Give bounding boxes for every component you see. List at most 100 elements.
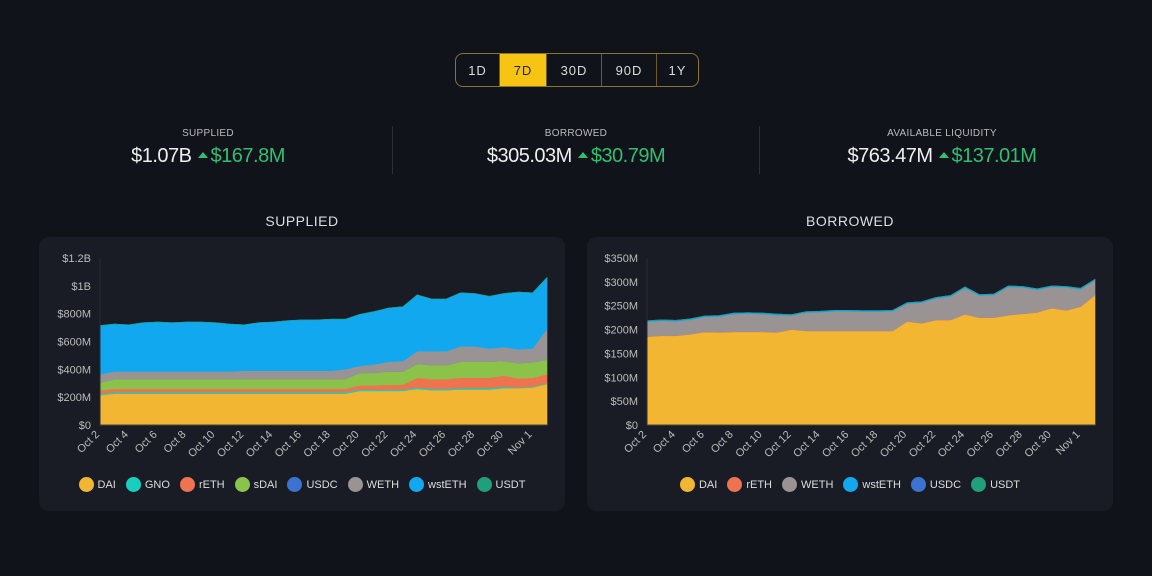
- legend-item-usdt[interactable]: USDT: [476, 477, 526, 492]
- legend-swatch: [287, 477, 303, 492]
- divider: [759, 126, 760, 174]
- x-tick-label: Oct 28: [993, 429, 1024, 460]
- legend-label: USDT: [990, 478, 1021, 491]
- legend-swatch: [727, 477, 743, 492]
- legend-swatch: [125, 477, 141, 492]
- x-tick-label: Oct 18: [849, 429, 880, 460]
- legend-item-usdc[interactable]: USDC: [910, 477, 962, 492]
- x-tick-label: Oct 26: [417, 429, 448, 460]
- stat-change: $137.01M: [951, 145, 1037, 167]
- x-tick-label: Oct 6: [680, 429, 707, 456]
- supplied-legend: DAI GNO rETH sDAI USDC WETH wstETH USDT: [39, 477, 565, 492]
- y-tick-label: $50M: [610, 396, 638, 408]
- stat-label: SUPPLIED: [182, 128, 234, 139]
- y-tick-label: $300M: [604, 277, 638, 289]
- time-range-selector: 1D 7D 30D 90D 1Y: [455, 53, 699, 87]
- arrow-up-icon: [577, 152, 588, 158]
- x-tick-label: Oct 16: [273, 429, 304, 460]
- legend-label: USDC: [929, 478, 962, 491]
- x-tick-label: Oct 28: [446, 429, 477, 460]
- legend-swatch: [347, 477, 363, 492]
- y-tick-label: $1.2B: [62, 253, 91, 265]
- legend-item-usdc[interactable]: USDC: [287, 477, 338, 492]
- x-tick-label: Nov 1: [1054, 429, 1083, 458]
- tab-1y[interactable]: 1Y: [656, 54, 698, 86]
- legend-label: GNO: [144, 478, 170, 491]
- legend-label: sDAI: [253, 478, 278, 491]
- legend-swatch: [679, 477, 695, 492]
- x-tick-label: Oct 12: [762, 429, 793, 460]
- legend-item-wsteth[interactable]: wstETH: [409, 477, 467, 492]
- legend-swatch: [843, 477, 859, 492]
- tab-7d[interactable]: 7D: [499, 54, 546, 86]
- legend-label: WETH: [801, 478, 834, 491]
- x-tick-label: Oct 14: [791, 429, 822, 460]
- stat-value: $305.03M: [486, 145, 572, 167]
- tab-30d[interactable]: 30D: [546, 54, 601, 86]
- x-tick-label: Oct 10: [733, 429, 764, 460]
- y-tick-label: $150M: [604, 348, 638, 360]
- legend-item-reth[interactable]: rETH: [179, 477, 225, 492]
- borrowed-legend: DAI rETH WETH wstETH USDC USDT: [587, 477, 1113, 492]
- legend-swatch: [78, 477, 94, 492]
- legend-item-wsteth[interactable]: wstETH: [843, 477, 901, 492]
- legend-swatch: [179, 477, 195, 492]
- stat-change: $167.8M: [210, 145, 286, 167]
- y-tick-label: $0: [626, 420, 638, 432]
- x-tick-label: Oct 14: [244, 429, 275, 460]
- legend-item-gno[interactable]: GNO: [125, 477, 170, 492]
- x-tick-label: Oct 8: [162, 429, 189, 456]
- x-tick-label: Nov 1: [506, 429, 535, 458]
- legend-item-weth[interactable]: WETH: [347, 477, 399, 492]
- y-tick-label: $350M: [604, 253, 638, 265]
- x-tick-label: Oct 2: [622, 429, 649, 456]
- y-tick-label: $1B: [71, 281, 91, 293]
- y-tick-label: $0: [79, 420, 91, 432]
- legend-label: wstETH: [862, 478, 901, 491]
- legend-item-reth[interactable]: rETH: [727, 477, 772, 492]
- x-tick-label: Oct 22: [359, 429, 390, 460]
- legend-label: USDT: [495, 478, 526, 491]
- arrow-up-icon: [197, 152, 208, 158]
- legend-item-dai[interactable]: DAI: [679, 477, 718, 492]
- y-tick-label: $600M: [57, 337, 91, 349]
- legend-label: DAI: [698, 478, 718, 491]
- tab-90d[interactable]: 90D: [601, 54, 656, 86]
- x-tick-label: Oct 22: [907, 429, 938, 460]
- x-tick-label: Oct 20: [878, 429, 909, 460]
- legend-swatch: [910, 477, 926, 492]
- borrowed-chart: $0 $50M $100M $150M $200M $250M $300M $350M Oct …: [604, 253, 1096, 460]
- legend-swatch: [234, 477, 250, 492]
- chart-title-supplied: SUPPLIED: [265, 213, 339, 229]
- x-tick-label: Oct 8: [709, 429, 736, 456]
- y-tick-label: $200M: [604, 325, 638, 337]
- tab-1d[interactable]: 1D: [468, 62, 487, 78]
- x-tick-label: Oct 30: [474, 429, 505, 460]
- stat-change: $30.79M: [590, 145, 666, 167]
- y-tick-label: $100M: [604, 372, 638, 384]
- stat-label: AVAILABLE LIQUIDITY: [887, 128, 997, 139]
- supplied-chart-card: $0 $200M $400M $600M $800M $1B $1.2B Oct 2 Oct 4…: [39, 237, 565, 511]
- stat-label: BORROWED: [544, 128, 608, 139]
- legend-label: rETH: [746, 478, 772, 491]
- legend-item-usdt[interactable]: USDT: [971, 477, 1020, 492]
- legend-item-sdai[interactable]: sDAI: [234, 477, 278, 492]
- legend-swatch: [971, 477, 987, 492]
- x-tick-label: Oct 18: [301, 429, 332, 460]
- x-tick-label: Oct 20: [330, 429, 361, 460]
- borrowed-chart-card: $0 $50M $100M $150M $200M $250M $300M $350M Oct …: [587, 237, 1113, 511]
- legend-label: USDC: [306, 478, 338, 491]
- legend-item-dai[interactable]: DAI: [78, 477, 116, 492]
- x-tick-label: Oct 24: [388, 429, 419, 460]
- stat-value: $1.07B: [131, 145, 192, 167]
- x-tick-label: Oct 16: [820, 429, 851, 460]
- x-tick-label: Oct 4: [651, 429, 678, 456]
- area-usdt: [646, 278, 1096, 322]
- x-tick-label: Oct 26: [965, 429, 996, 460]
- legend-swatch: [782, 477, 797, 492]
- legend-label: rETH: [198, 478, 225, 491]
- x-tick-label: Oct 24: [936, 429, 967, 460]
- legend-item-weth[interactable]: WETH: [782, 477, 833, 492]
- legend-swatch: [476, 477, 492, 492]
- stat-borrowed: BORROWED $305.03M $30.79M: [426, 128, 726, 168]
